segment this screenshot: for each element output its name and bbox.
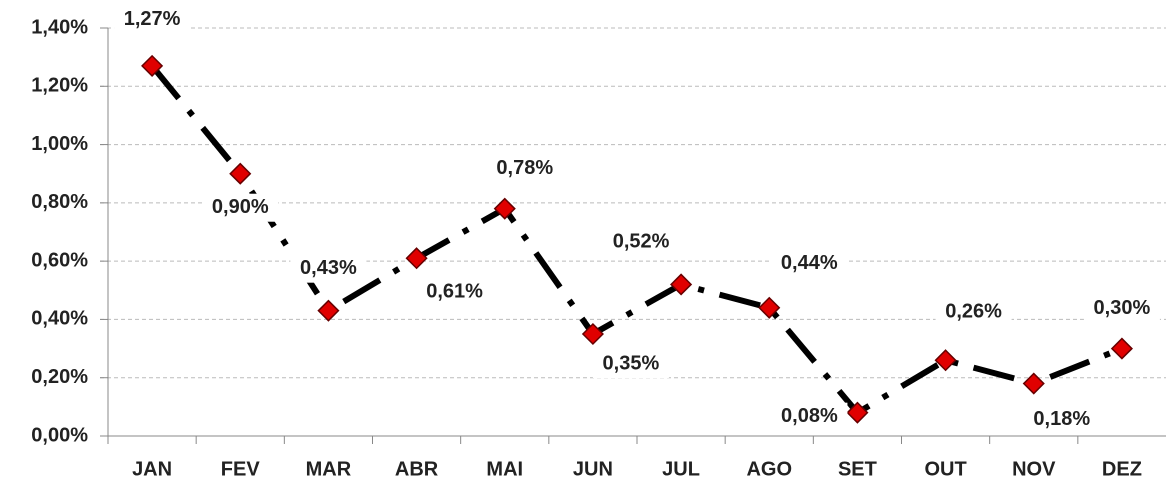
- x-tick-label: JUL: [662, 458, 700, 480]
- x-tick-label: DEZ: [1102, 458, 1142, 480]
- data-label: 0,43%: [300, 257, 357, 279]
- x-tick-label: JUN: [573, 458, 613, 480]
- x-tick-label: MAI: [486, 458, 523, 480]
- x-tick-label: JAN: [132, 458, 172, 480]
- data-label: 0,30%: [1094, 297, 1151, 319]
- y-tick-label: 0,80%: [31, 191, 88, 213]
- label-bg: [592, 350, 669, 378]
- label-bg: [935, 298, 1012, 327]
- marker: [846, 401, 869, 424]
- x-tick-label: NOV: [1012, 458, 1056, 480]
- marker: [493, 197, 516, 220]
- label-bg: [114, 5, 191, 34]
- y-tick-label: 0,60%: [31, 249, 88, 271]
- marker: [1022, 372, 1045, 395]
- data-label: 1,27%: [124, 8, 181, 30]
- label-bg: [1083, 294, 1160, 323]
- label-bg: [771, 249, 848, 278]
- data-label: 0,78%: [496, 157, 553, 179]
- data-label: 0,08%: [781, 405, 838, 427]
- x-tick-label: SET: [838, 458, 877, 480]
- label-bg: [771, 402, 848, 431]
- x-tick-label: FEV: [221, 458, 261, 480]
- marker: [405, 247, 428, 270]
- y-tick-label: 1,20%: [31, 75, 88, 97]
- marker: [317, 299, 340, 322]
- y-tick-label: 0,00%: [31, 424, 88, 446]
- data-label: 0,61%: [426, 281, 483, 303]
- marker: [670, 273, 693, 296]
- label-bg: [603, 228, 680, 257]
- data-label: 0,18%: [1033, 408, 1090, 430]
- x-tick-label: AGO: [746, 458, 792, 480]
- data-label: 0,52%: [613, 231, 670, 253]
- marker: [1110, 337, 1133, 360]
- label-bg: [1023, 405, 1100, 434]
- y-tick-label: 1,00%: [31, 133, 88, 155]
- label-bg: [202, 193, 279, 222]
- x-tick-label: ABR: [395, 458, 439, 480]
- marker: [758, 296, 781, 319]
- data-label: 0,26%: [945, 301, 1002, 323]
- y-tick-label: 0,40%: [31, 308, 88, 330]
- line: [149, 63, 1124, 417]
- data-label: 0,90%: [212, 196, 269, 218]
- data-label: 0,35%: [603, 352, 660, 374]
- marker: [141, 54, 164, 77]
- x-tick-label: OUT: [924, 458, 966, 480]
- label-bg: [486, 154, 563, 183]
- label-bg: [290, 254, 367, 283]
- y-tick-label: 0,20%: [31, 366, 88, 388]
- x-tick-label: MAR: [306, 458, 352, 480]
- marker: [581, 322, 604, 346]
- y-tick-label: 1,40%: [31, 16, 88, 38]
- marker: [229, 162, 252, 185]
- label-bg: [416, 278, 493, 307]
- data-label: 0,44%: [781, 252, 838, 274]
- marker: [934, 349, 957, 372]
